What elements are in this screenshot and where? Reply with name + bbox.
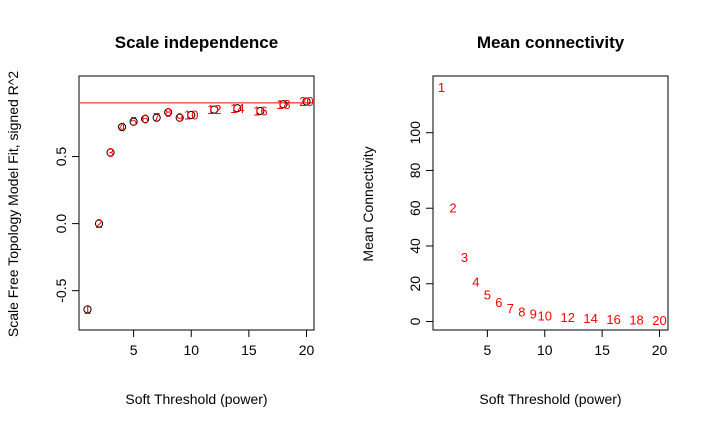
point-label: 10 bbox=[538, 308, 552, 323]
y-tick-label: 100 bbox=[407, 121, 423, 145]
point-label: 5 bbox=[130, 114, 137, 129]
x-tick-label: 15 bbox=[594, 342, 610, 358]
scale-independence-panel: Scale independence Soft Threshold (power… bbox=[5, 33, 315, 407]
y-tick-label: 60 bbox=[407, 200, 423, 216]
point-label: 20 bbox=[299, 94, 313, 109]
x-tick-label: 10 bbox=[183, 342, 199, 358]
data-point bbox=[302, 97, 311, 106]
y-tick-label: -0.5 bbox=[53, 278, 69, 302]
y-tick-label: 40 bbox=[407, 238, 423, 254]
point-label: 14 bbox=[230, 101, 244, 116]
y-tick-label: 0.0 bbox=[53, 214, 69, 234]
point-label: 6 bbox=[142, 112, 149, 127]
point-label: 2 bbox=[449, 201, 456, 216]
point-label: 1 bbox=[438, 80, 445, 95]
data-point bbox=[279, 100, 288, 109]
chart-title: Scale independence bbox=[115, 33, 278, 52]
point-label: 9 bbox=[176, 110, 183, 125]
point-label: 18 bbox=[276, 97, 290, 112]
y-axis-label: Mean Connectivity bbox=[360, 146, 376, 261]
x-tick-label: 10 bbox=[537, 342, 553, 358]
point-label: 18 bbox=[629, 312, 643, 327]
data-point bbox=[129, 117, 138, 126]
y-tick-label: 0.5 bbox=[53, 147, 69, 167]
data-point bbox=[117, 122, 127, 132]
point-label: 6 bbox=[495, 295, 502, 310]
x-tick-label: 15 bbox=[241, 342, 257, 358]
y-axis-label: Scale Free Topology Model Fit, signed R^… bbox=[5, 71, 21, 337]
point-label: 14 bbox=[583, 311, 597, 326]
point-label: 5 bbox=[484, 288, 491, 303]
data-point bbox=[233, 104, 242, 113]
data-point bbox=[141, 114, 150, 124]
point-label: 9 bbox=[530, 306, 537, 321]
point-label: 8 bbox=[165, 105, 172, 120]
point-label: 4 bbox=[118, 120, 125, 135]
point-label: 8 bbox=[518, 305, 525, 320]
data-point bbox=[187, 110, 196, 120]
point-label: 16 bbox=[606, 312, 620, 327]
point-label: 12 bbox=[560, 310, 574, 325]
data-point bbox=[175, 113, 184, 122]
mean-connectivity-panel: Mean connectivity Soft Threshold (power)… bbox=[360, 33, 669, 407]
point-label: 20 bbox=[652, 313, 666, 328]
point-label: 3 bbox=[107, 145, 114, 160]
data-point bbox=[164, 108, 173, 117]
x-tick-label: 20 bbox=[652, 342, 668, 358]
data-point bbox=[256, 106, 265, 116]
point-label: 1 bbox=[84, 302, 91, 317]
x-axis-label: Soft Threshold (power) bbox=[479, 391, 621, 407]
chart-title: Mean connectivity bbox=[477, 33, 625, 52]
point-label: 3 bbox=[461, 250, 468, 265]
point-label: 7 bbox=[153, 110, 160, 125]
point-label: 2 bbox=[95, 216, 102, 231]
x-tick-label: 20 bbox=[299, 342, 315, 358]
data-point bbox=[83, 305, 92, 314]
x-tick-label: 5 bbox=[130, 342, 138, 358]
y-tick-label: 80 bbox=[407, 162, 423, 178]
point-label: 7 bbox=[507, 301, 514, 316]
data-point bbox=[152, 113, 161, 122]
x-axis-label: Soft Threshold (power) bbox=[125, 391, 267, 407]
data-point bbox=[94, 219, 104, 228]
point-label: 10 bbox=[184, 107, 198, 122]
x-tick-label: 5 bbox=[483, 342, 491, 358]
data-point bbox=[106, 148, 115, 157]
data-point bbox=[210, 105, 219, 114]
y-tick-label: 20 bbox=[407, 276, 423, 292]
point-label: 4 bbox=[472, 274, 479, 289]
point-label: 12 bbox=[207, 102, 221, 117]
y-tick-label: 0 bbox=[407, 317, 423, 325]
point-label: 16 bbox=[253, 103, 267, 118]
